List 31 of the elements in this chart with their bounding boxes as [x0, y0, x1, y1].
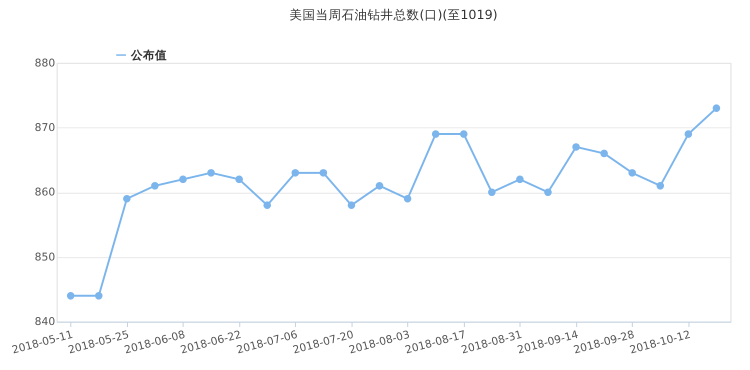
point	[376, 182, 384, 190]
point	[292, 169, 300, 177]
point	[712, 104, 720, 112]
point	[432, 130, 440, 138]
point	[572, 143, 580, 151]
point	[684, 130, 692, 138]
point	[320, 169, 328, 177]
point	[600, 150, 608, 158]
legend-label: 公布值	[130, 48, 167, 62]
point	[628, 169, 636, 177]
y-tick-label: 860	[34, 186, 56, 199]
y-tick-label: 880	[34, 56, 56, 70]
point	[235, 176, 243, 184]
point	[151, 182, 159, 190]
point	[123, 194, 131, 203]
point	[179, 176, 187, 184]
point	[66, 292, 74, 300]
point	[544, 188, 552, 196]
y-tick-label: 850	[34, 250, 56, 264]
chart-title: 美国当周石油钻井总数(口)(至1019)	[290, 6, 498, 22]
point	[207, 169, 215, 177]
point	[263, 201, 271, 209]
point	[488, 188, 496, 196]
point	[94, 292, 103, 300]
point	[516, 176, 524, 184]
point	[404, 194, 412, 203]
point	[348, 201, 356, 209]
point	[460, 130, 468, 138]
y-tick-label: 840	[34, 315, 56, 328]
y-tick-label: 870	[34, 120, 56, 134]
point	[656, 182, 664, 190]
